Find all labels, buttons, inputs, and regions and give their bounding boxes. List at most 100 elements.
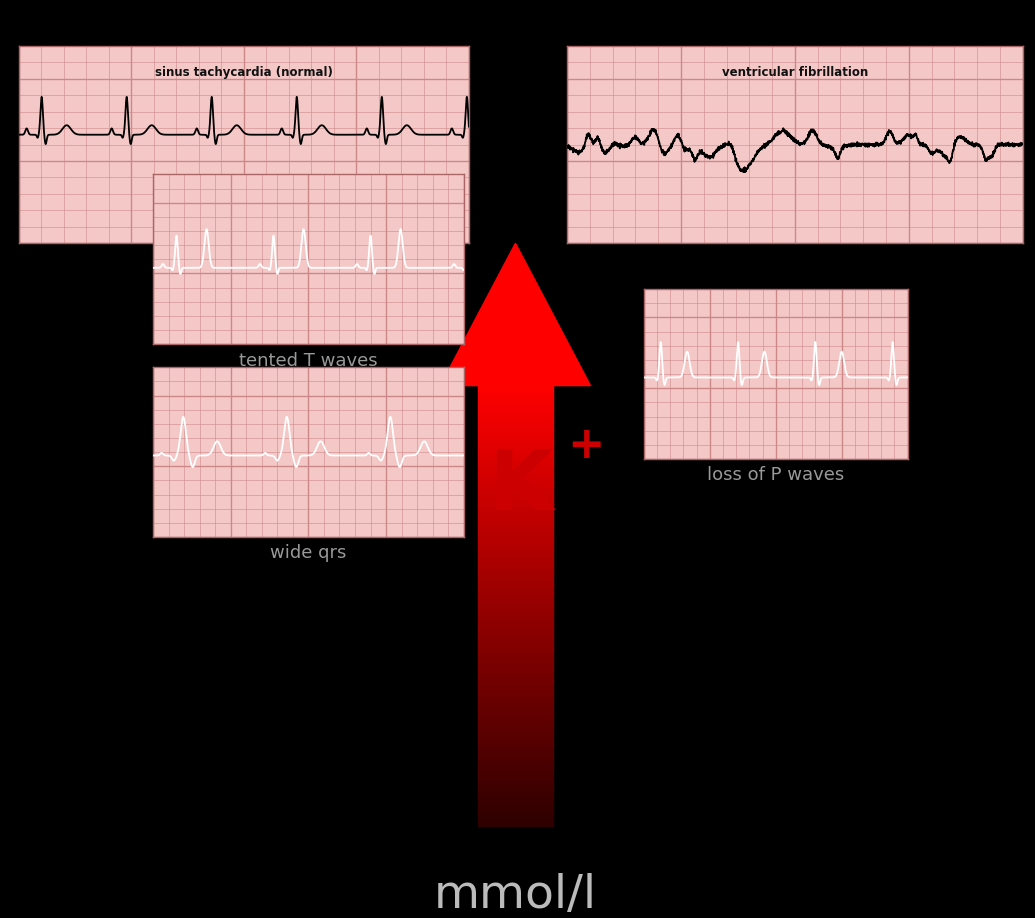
Bar <box>478 724 553 729</box>
Bar <box>478 707 553 711</box>
Bar <box>478 540 553 544</box>
Bar <box>478 469 553 474</box>
Text: tented T waves: tented T waves <box>239 352 378 370</box>
Bar <box>478 817 553 822</box>
Polygon shape <box>441 243 590 386</box>
Bar <box>478 496 553 500</box>
Bar <box>478 804 553 809</box>
Bar <box>478 460 553 465</box>
Bar <box>478 584 553 588</box>
Bar <box>478 455 553 461</box>
Bar <box>478 394 553 398</box>
Bar <box>478 482 553 487</box>
Bar <box>478 477 553 483</box>
Bar <box>478 452 553 456</box>
Bar <box>478 795 553 800</box>
Bar <box>478 790 553 795</box>
Text: K: K <box>489 446 553 527</box>
Bar <box>478 557 553 562</box>
Bar <box>478 676 553 681</box>
Bar <box>478 698 553 703</box>
Bar <box>478 746 553 751</box>
Bar <box>478 597 553 601</box>
Bar <box>478 408 553 412</box>
Text: +: + <box>567 424 604 466</box>
Bar <box>478 680 553 685</box>
Bar <box>478 786 553 791</box>
Bar <box>478 553 553 557</box>
Bar <box>478 575 553 579</box>
Bar <box>478 759 553 765</box>
Bar <box>478 499 553 505</box>
Bar <box>478 526 553 531</box>
Bar <box>478 808 553 813</box>
Bar <box>478 442 553 447</box>
Bar <box>478 619 553 623</box>
Bar <box>478 768 553 773</box>
Bar <box>478 474 553 478</box>
Bar <box>478 420 553 425</box>
Bar <box>478 465 553 469</box>
Text: wide qrs: wide qrs <box>270 544 347 563</box>
Bar <box>478 610 553 615</box>
Bar <box>478 513 553 518</box>
Bar <box>478 521 553 527</box>
Bar <box>478 518 553 522</box>
Bar <box>478 756 553 760</box>
Bar <box>478 535 553 540</box>
Text: loss of P waves: loss of P waves <box>707 466 845 485</box>
Bar <box>478 504 553 509</box>
Bar <box>478 654 553 659</box>
Bar <box>478 389 553 395</box>
Bar <box>478 663 553 667</box>
Bar <box>478 579 553 584</box>
Bar <box>478 729 553 733</box>
Bar <box>478 650 553 655</box>
Bar <box>478 429 553 434</box>
Text: mmol/l: mmol/l <box>434 872 597 918</box>
Bar <box>478 606 553 610</box>
Text: ventricular fibrillation: ventricular fibrillation <box>721 66 868 79</box>
Bar <box>478 565 553 571</box>
Bar <box>478 720 553 725</box>
Bar <box>478 702 553 707</box>
Bar <box>478 636 553 641</box>
Bar <box>478 398 553 403</box>
Bar <box>478 711 553 716</box>
Bar <box>478 658 553 663</box>
Bar <box>478 592 553 597</box>
Bar <box>478 447 553 452</box>
Bar <box>478 543 553 549</box>
Bar <box>478 672 553 677</box>
Bar <box>478 764 553 769</box>
Bar <box>478 403 553 408</box>
Bar <box>478 800 553 804</box>
Bar <box>478 614 553 619</box>
Bar <box>478 628 553 633</box>
Bar <box>478 812 553 817</box>
Bar <box>478 386 553 390</box>
Bar <box>478 733 553 738</box>
Bar <box>478 601 553 606</box>
Bar <box>478 491 553 496</box>
Bar <box>478 738 553 743</box>
Bar <box>478 561 553 566</box>
Bar <box>478 773 553 778</box>
Bar <box>478 438 553 442</box>
Bar <box>478 531 553 535</box>
Bar <box>478 716 553 721</box>
Bar <box>478 632 553 637</box>
Bar <box>478 487 553 491</box>
Bar <box>478 570 553 575</box>
Bar <box>478 548 553 553</box>
Bar <box>478 667 553 672</box>
Bar <box>478 411 553 417</box>
Bar <box>478 433 553 439</box>
Bar <box>478 645 553 650</box>
Bar <box>478 425 553 430</box>
Bar <box>478 623 553 628</box>
Bar <box>478 751 553 756</box>
Bar <box>478 509 553 513</box>
Bar <box>478 416 553 420</box>
Bar <box>478 588 553 593</box>
